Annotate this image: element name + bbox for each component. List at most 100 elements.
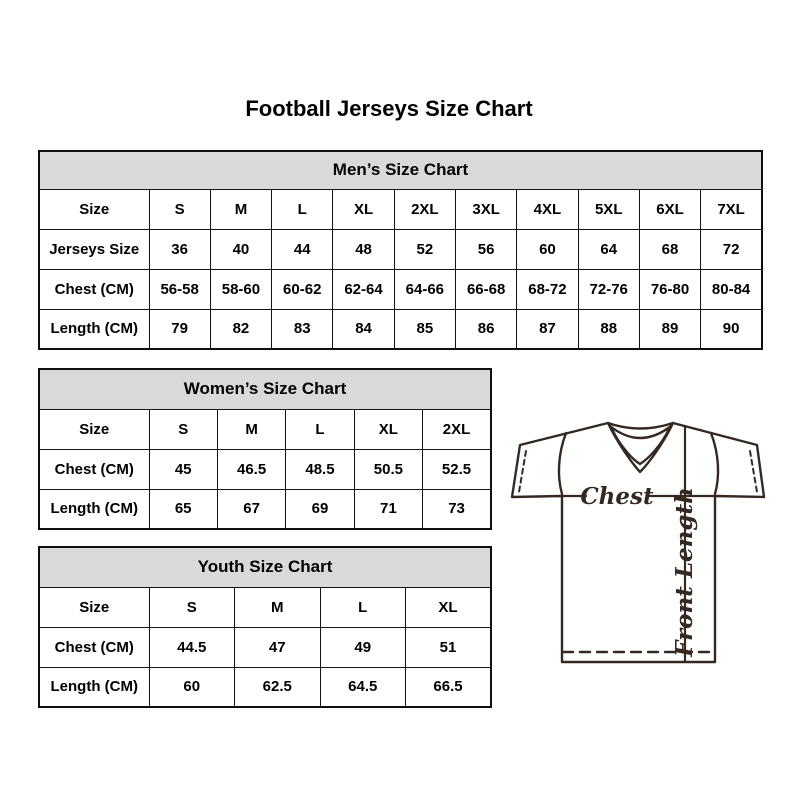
chest-label: Chest: [580, 483, 654, 510]
cell: 58-60: [209, 268, 273, 310]
cell: 2XL: [393, 188, 456, 230]
cell: 46.5: [216, 448, 287, 490]
cell: XL: [405, 586, 492, 628]
womens-size-table: Women’s Size Chart Size S M L XL 2XL Che…: [38, 368, 492, 530]
cell: 72: [700, 228, 763, 270]
cell: 52: [393, 228, 456, 270]
youth-length-row: Length (CM) 60 62.5 64.5 66.5: [38, 666, 492, 708]
collar-rib-line: [608, 424, 673, 440]
cell: 66.5: [405, 666, 492, 708]
cell: 62.5: [234, 666, 321, 708]
cell: M: [216, 408, 287, 450]
cell: S: [148, 408, 218, 450]
cell: 60: [148, 666, 235, 708]
cell: 90: [700, 308, 763, 350]
cell: 67: [216, 488, 287, 530]
cell: 50.5: [353, 448, 424, 490]
cell: 64.5: [319, 666, 406, 708]
womens-table-header-row: Women’s Size Chart: [38, 368, 492, 410]
cell: 45: [148, 448, 218, 490]
right-armhole-seam: [709, 431, 720, 496]
cell: 85: [393, 308, 456, 350]
cell: 6XL: [638, 188, 702, 230]
mens-size-row: Size S M L XL 2XL 3XL 4XL 5XL 6XL 7XL: [38, 188, 763, 230]
womens-length-row: Length (CM) 65 67 69 71 73: [38, 488, 492, 530]
cell: 79: [148, 308, 211, 350]
cell: 80-84: [700, 268, 763, 310]
cell: 84: [332, 308, 395, 350]
womens-size-row: Size S M L XL 2XL: [38, 408, 492, 450]
womens-table-title: Women’s Size Chart: [38, 368, 492, 410]
cell: 83: [271, 308, 334, 350]
mens-jerseys-size-row: Jerseys Size 36 40 44 48 52 56 60 64 68 …: [38, 228, 763, 270]
row-label: Length (CM): [38, 488, 150, 530]
row-label: Length (CM): [38, 308, 150, 350]
cell: 56: [454, 228, 518, 270]
cell: M: [209, 188, 273, 230]
cell: 60-62: [271, 268, 334, 310]
cell: 5XL: [577, 188, 640, 230]
cell: L: [271, 188, 334, 230]
cell: 51: [405, 626, 492, 668]
front-length-label: Front Length: [671, 487, 698, 658]
mens-chest-row: Chest (CM) 56-58 58-60 60-62 62-64 64-66…: [38, 268, 763, 310]
cell: 69: [285, 488, 355, 530]
cell: 36: [148, 228, 211, 270]
cell: 52.5: [422, 448, 492, 490]
right-cuff-stitch-line: [749, 450, 758, 493]
youth-table-title: Youth Size Chart: [38, 546, 492, 588]
cell: 47: [234, 626, 321, 668]
cell: 71: [353, 488, 424, 530]
cell: 82: [209, 308, 273, 350]
cell: 64-66: [393, 268, 456, 310]
mens-table-title: Men’s Size Chart: [38, 150, 763, 190]
cell: 72-76: [577, 268, 640, 310]
cell: 3XL: [454, 188, 518, 230]
cell: XL: [353, 408, 424, 450]
cell: 40: [209, 228, 273, 270]
cell: 86: [454, 308, 518, 350]
row-label: Chest (CM): [38, 448, 150, 490]
cell: 89: [638, 308, 702, 350]
mens-size-table: Men’s Size Chart Size S M L XL 2XL 3XL 4…: [38, 150, 763, 350]
cell: 44: [271, 228, 334, 270]
cell: XL: [332, 188, 395, 230]
row-label: Jerseys Size: [38, 228, 150, 270]
womens-chest-row: Chest (CM) 45 46.5 48.5 50.5 52.5: [38, 448, 492, 490]
collar-inner-v-line: [610, 427, 671, 466]
cell: 68: [638, 228, 702, 270]
row-label: Size: [38, 408, 150, 450]
cell: 48: [332, 228, 395, 270]
row-label: Chest (CM): [38, 626, 150, 668]
cell: 4XL: [516, 188, 579, 230]
cell: 7XL: [700, 188, 763, 230]
collar-back-line: [606, 421, 675, 430]
cell: 68-72: [516, 268, 579, 310]
jersey-diagram: Chest Front Length: [510, 421, 766, 664]
cell: 2XL: [422, 408, 492, 450]
youth-table-header-row: Youth Size Chart: [38, 546, 492, 588]
cell: L: [285, 408, 355, 450]
jersey-outline: [510, 421, 766, 664]
left-cuff-stitch-line: [518, 450, 527, 493]
cell: S: [148, 586, 235, 628]
row-label: Chest (CM): [38, 268, 150, 310]
cell: 56-58: [148, 268, 211, 310]
row-label: Size: [38, 188, 150, 230]
youth-size-row: Size S M L XL: [38, 586, 492, 628]
mens-length-row: Length (CM) 79 82 83 84 85 86 87 88 89 9…: [38, 308, 763, 350]
cell: L: [319, 586, 406, 628]
cell: 48.5: [285, 448, 355, 490]
youth-size-table: Youth Size Chart Size S M L XL Chest (CM…: [38, 546, 492, 708]
cell: 88: [577, 308, 640, 350]
cell: 65: [148, 488, 218, 530]
cell: 66-68: [454, 268, 518, 310]
cell: 76-80: [638, 268, 702, 310]
mens-table-header-row: Men’s Size Chart: [38, 150, 763, 190]
cell: 60: [516, 228, 579, 270]
left-armhole-seam: [557, 431, 568, 496]
row-label: Size: [38, 586, 150, 628]
cell: 49: [319, 626, 406, 668]
row-label: Length (CM): [38, 666, 150, 708]
